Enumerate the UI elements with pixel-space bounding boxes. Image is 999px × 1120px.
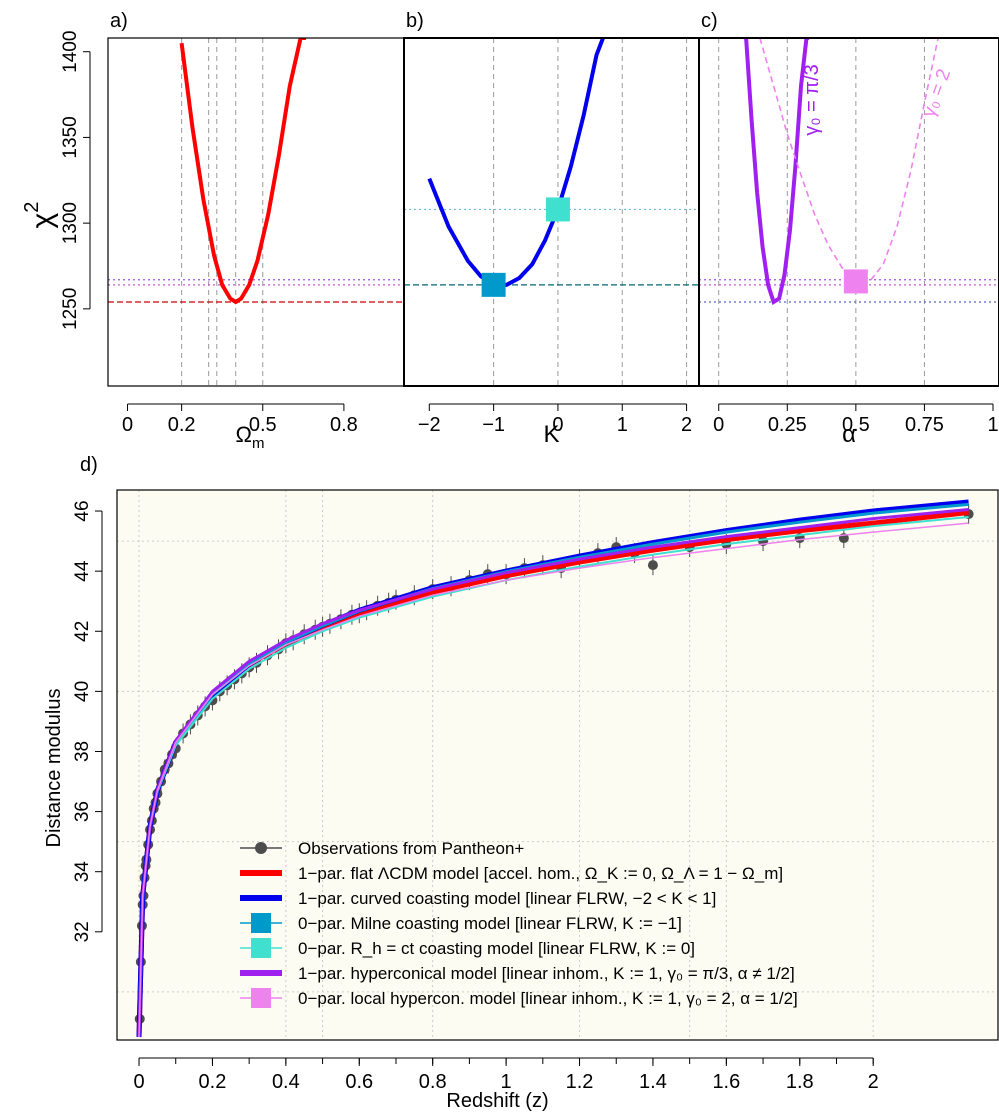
legend-label: 1−par. curved coasting model [linear FLR… [298, 889, 716, 908]
x-tick-label: 1.4 [639, 1071, 667, 1093]
x-tick-label: 0 [133, 1071, 144, 1093]
x-tick-label: 0 [122, 414, 133, 436]
curve-group [179, 38, 306, 305]
panel-frame [698, 37, 999, 387]
panel-label: b) [406, 10, 424, 32]
x-tick-label: 0.8 [419, 1071, 447, 1093]
legend-item: 0−par. Milne coasting model [linear FLRW… [240, 913, 682, 933]
x-axis-label: α [842, 421, 856, 448]
legend-item: Observations from Pantheon+ [240, 839, 524, 858]
panel-label: a) [110, 10, 128, 32]
x-tick-label: 0.5 [842, 414, 870, 436]
x-axis-label: Ωm [236, 422, 265, 452]
legend-label: 1−par. flat ΛCDM model [accel. hom., Ω_K… [298, 864, 783, 883]
x-axis [138, 1057, 874, 1066]
x-tick-label: 0.75 [905, 414, 944, 436]
legend-item: 0−par. local hypercon. model [linear inh… [240, 988, 798, 1008]
y-tick-label: 42 [72, 621, 93, 642]
x-tick-label: 1 [501, 1071, 512, 1093]
legend-marker [251, 938, 271, 958]
legend-marker [251, 913, 271, 933]
x-tick-label: 0.5 [249, 414, 277, 436]
y-tick-label: 34 [72, 861, 93, 883]
chi2-curve-1 [179, 38, 306, 305]
x-axis-label: K [543, 421, 559, 448]
x-axis-label-main: Ω [236, 422, 252, 447]
y-tick-label: 32 [72, 921, 93, 942]
y-tick-label: 1300 [60, 202, 81, 244]
x-tick-label: 1 [987, 414, 998, 436]
panel-label: d) [80, 454, 98, 476]
panel-b [403, 37, 700, 411]
panel-a [83, 37, 405, 411]
legend-label: 0−par. R_h = ct coasting model [linear F… [298, 939, 695, 958]
x-tick-label: 1 [617, 414, 628, 436]
panel-frame [107, 37, 405, 387]
panel-c [698, 37, 999, 411]
x-tick-label: 1.8 [786, 1071, 814, 1093]
curve-annotation: γ₀ = π/3 [801, 64, 823, 136]
x-tick-label: 1.2 [566, 1071, 594, 1093]
legend: Observations from Pantheon+ 1−par. flat Λ… [240, 839, 798, 1008]
x-axis [127, 403, 345, 411]
curve-group [427, 38, 605, 287]
x-tick-label: −2 [418, 414, 441, 436]
x-tick-label: 0.2 [199, 1071, 227, 1093]
legend-item: 1−par. curved coasting model [linear FLR… [240, 889, 716, 908]
curve-group [744, 38, 944, 306]
x-tick-label: 0.4 [272, 1071, 300, 1093]
square-marker [843, 269, 868, 294]
y-axis [95, 510, 103, 933]
y-tick-label: 44 [72, 560, 93, 582]
legend-label: 0−par. local hypercon. model [linear inh… [298, 989, 798, 1008]
y-tick-label: 38 [72, 741, 93, 762]
legend-label: Observations from Pantheon+ [298, 839, 524, 858]
x-tick-label: 0.6 [345, 1071, 373, 1093]
x-tick-label: 2 [681, 414, 692, 436]
x-tick-label: 0 [552, 414, 563, 436]
y-tick-label: 40 [72, 681, 93, 702]
y-tick-label: 1350 [60, 116, 81, 158]
square-marker [545, 197, 570, 222]
y-axis-label-main: χ [26, 212, 59, 228]
y-tick-label: 36 [72, 801, 93, 822]
model-curves [136, 499, 969, 1038]
x-tick-label: 0.2 [168, 414, 196, 436]
x-axis-label: Redshift (z) [446, 1090, 548, 1112]
y-axis-label: χ2 [21, 202, 59, 229]
y-axis-label-superscript: 2 [21, 202, 43, 213]
y-tick-label: 46 [72, 500, 93, 521]
legend-marker [255, 842, 267, 854]
x-axis [718, 403, 994, 411]
observation-point [647, 560, 658, 571]
y-tick-label: 1400 [60, 31, 81, 73]
x-tick-label: −1 [482, 414, 505, 436]
legend-item: 1−par. hyperconical model [linear inhom.… [240, 964, 795, 983]
y-tick-label: 1250 [60, 288, 81, 330]
chi2-curve-1 [744, 38, 810, 306]
panel-label: c) [701, 10, 718, 32]
y-axis-label: Distance modulus [43, 689, 65, 848]
panel-d: Observations from Pantheon+ 1−par. flat Λ… [95, 489, 999, 1066]
x-tick-label: 1.6 [712, 1071, 740, 1093]
y-axis [83, 51, 91, 310]
chi2-curve-1 [427, 38, 605, 287]
x-tick-label: 0.8 [330, 414, 358, 436]
legend-label: 1−par. hyperconical model [linear inhom.… [298, 964, 795, 983]
x-axis [428, 403, 688, 411]
legend-label: 0−par. Milne coasting model [linear FLRW… [298, 914, 682, 933]
x-axis-label-subscript: m [252, 435, 265, 452]
legend-item: 1−par. flat ΛCDM model [accel. hom., Ω_K… [240, 864, 783, 883]
x-tick-label: 2 [868, 1071, 879, 1093]
model-curve-local [138, 522, 969, 1038]
x-tick-label: 0 [713, 414, 724, 436]
x-tick-label: 0.25 [768, 414, 807, 436]
panel-frame [116, 489, 999, 1041]
legend-marker [251, 988, 271, 1008]
legend-item: 0−par. R_h = ct coasting model [linear F… [240, 938, 695, 958]
square-marker [481, 272, 506, 297]
